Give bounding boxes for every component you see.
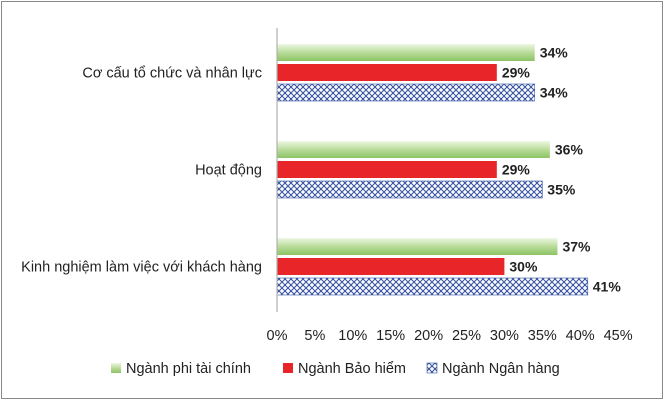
- bar-bao-hiem-0: [277, 64, 497, 81]
- x-tick-label: 5%: [304, 328, 325, 344]
- legend-swatch: [283, 363, 293, 373]
- legend-label: Ngành Bảo hiểm: [298, 361, 406, 377]
- bar-bao-hiem-1: [277, 161, 497, 178]
- bar-ngan-hang-2: [276, 277, 589, 296]
- legend-swatch: [111, 363, 121, 373]
- category-label: Cơ cấu tổ chức và nhân lực: [82, 66, 262, 82]
- x-tick-labels: 0% 5% 10% 15% 20% 25% 30% 35% 40% 45%: [267, 328, 633, 344]
- data-label: 34%: [540, 45, 569, 61]
- bar-bao-hiem-2: [277, 258, 505, 275]
- bar-ngan-hang-0: [276, 83, 536, 102]
- data-label: 35%: [547, 182, 576, 198]
- x-tick-label: 40%: [566, 328, 595, 344]
- x-tick-label: 30%: [490, 328, 519, 344]
- category-label: Hoạt động: [195, 163, 262, 179]
- x-tick-label: 15%: [376, 328, 405, 344]
- bar-phi-tai-chinh-0: [277, 44, 535, 61]
- data-label: 36%: [555, 142, 584, 158]
- data-label: 29%: [502, 162, 531, 178]
- x-tick-label: 35%: [528, 328, 557, 344]
- data-label: 41%: [593, 279, 622, 295]
- labels-layer: 34% 29% 34% Cơ cấu tổ chức và nhân lực 36% 29…: [21, 45, 621, 295]
- data-label: 37%: [562, 239, 591, 255]
- bar-phi-tai-chinh-2: [277, 238, 558, 255]
- legend-swatch: [426, 362, 438, 374]
- legend-label: Ngành Ngân hàng: [442, 361, 560, 377]
- data-label: 34%: [540, 85, 569, 101]
- legend-label: Ngành phi tài chính: [126, 361, 251, 377]
- x-tick-label: 20%: [414, 328, 443, 344]
- legend: Ngành phi tài chính Ngành Bảo hiểm Ngành N…: [111, 361, 560, 377]
- x-tick-label: 45%: [604, 328, 633, 344]
- x-tick-label: 25%: [452, 328, 481, 344]
- data-label: 30%: [509, 259, 538, 275]
- data-label: 29%: [502, 65, 531, 81]
- bar-ngan-hang-1: [276, 180, 543, 199]
- bar-phi-tai-chinh-1: [277, 141, 550, 158]
- bars-layer: [276, 44, 589, 296]
- x-tick-label: 0%: [267, 328, 288, 344]
- category-label: Kinh nghiệm làm việc với khách hàng: [21, 260, 262, 276]
- x-tick-label: 10%: [338, 328, 367, 344]
